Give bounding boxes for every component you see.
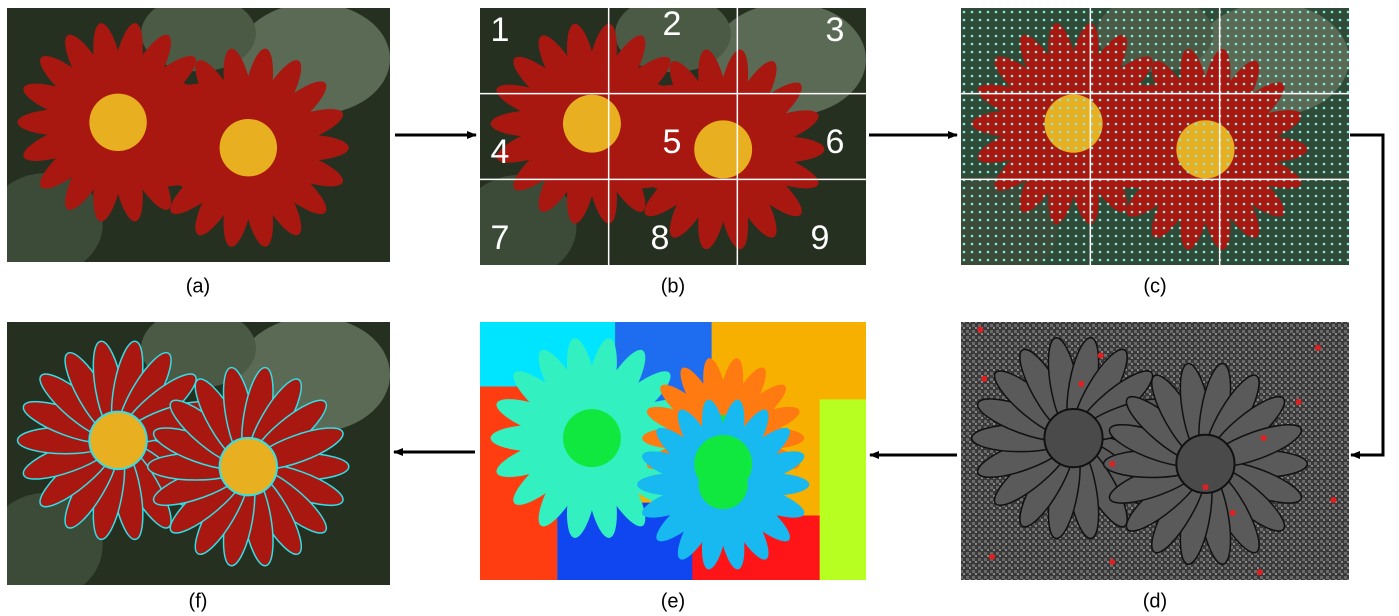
panels [0,0,1349,598]
segment [820,399,866,580]
flower-center [220,119,277,176]
seed-point [1230,510,1236,516]
image-panel [0,309,390,598]
flower-center [89,412,146,469]
flower-center [694,120,752,178]
panel-label: (b) [661,275,685,297]
seed-point [977,327,983,333]
grid-number: 9 [811,219,830,257]
sample-dots [961,8,1349,265]
grid-number: 7 [491,219,510,257]
image-panel [0,0,390,275]
seed-point [1257,569,1263,575]
seed-point [1109,559,1115,565]
grid-number: 8 [651,219,670,257]
grid-number: 2 [663,5,682,43]
seed-point [1315,345,1321,351]
seed-point [1261,435,1267,441]
image-panel [942,0,1349,278]
arrow [1350,135,1383,455]
grid-number: 3 [826,11,845,49]
panel-label: (d) [1143,590,1167,612]
seed-point [1330,497,1336,503]
panel-label: (c) [1143,275,1166,297]
seed-point [1202,484,1208,490]
grid-number: 6 [826,123,845,161]
flower-center [89,94,146,151]
panel-label: (a) [186,275,210,297]
seed-point [1296,399,1302,405]
seed-point [1098,353,1104,359]
figure: (a) (b) (c) (d) (e) (f) 1 2 3 4 5 6 7 8 … [0,0,1399,616]
grid-number: 4 [491,133,510,171]
grid-number: 5 [663,123,682,161]
seed-point [1109,461,1115,467]
seed-point [981,376,987,382]
image-panel [961,322,1349,580]
flower-center [563,409,621,467]
flower-center [563,95,621,153]
flower-center [1044,409,1102,467]
seed-point [989,554,995,560]
panel-label: (f) [189,590,208,612]
flower-center [694,435,752,493]
grid-number: 1 [491,11,510,49]
image-panel [480,322,866,580]
flower-center [220,438,277,495]
panel-label: (e) [661,590,685,612]
seed-point [1078,381,1084,387]
